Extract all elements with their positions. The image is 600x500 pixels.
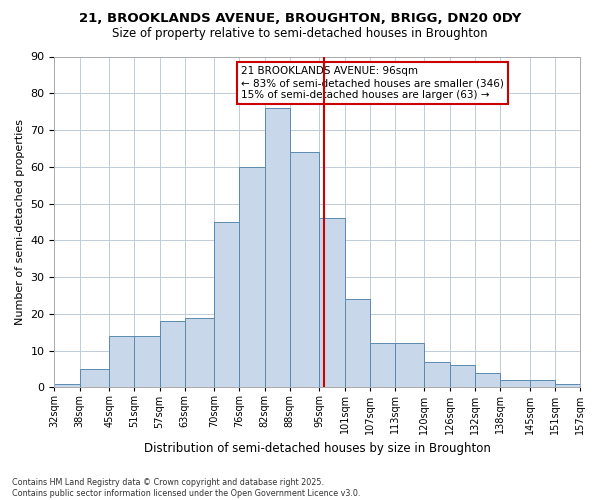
- Bar: [424, 362, 449, 388]
- Bar: [214, 222, 239, 388]
- Text: Size of property relative to semi-detached houses in Broughton: Size of property relative to semi-detach…: [112, 28, 488, 40]
- Bar: [239, 167, 265, 388]
- Bar: [185, 318, 214, 388]
- Text: 21, BROOKLANDS AVENUE, BROUGHTON, BRIGG, DN20 0DY: 21, BROOKLANDS AVENUE, BROUGHTON, BRIGG,…: [79, 12, 521, 26]
- Bar: [500, 380, 530, 388]
- Bar: [555, 384, 580, 388]
- Bar: [370, 343, 395, 388]
- Bar: [290, 152, 319, 388]
- Text: Contains HM Land Registry data © Crown copyright and database right 2025.
Contai: Contains HM Land Registry data © Crown c…: [12, 478, 361, 498]
- Bar: [109, 336, 134, 388]
- Bar: [265, 108, 290, 388]
- Bar: [134, 336, 160, 388]
- Bar: [530, 380, 555, 388]
- Bar: [344, 299, 370, 388]
- Bar: [55, 384, 80, 388]
- Bar: [449, 366, 475, 388]
- Bar: [80, 369, 109, 388]
- Bar: [395, 343, 424, 388]
- Text: 21 BROOKLANDS AVENUE: 96sqm
← 83% of semi-detached houses are smaller (346)
15% : 21 BROOKLANDS AVENUE: 96sqm ← 83% of sem…: [241, 66, 504, 100]
- Bar: [475, 372, 500, 388]
- Bar: [319, 218, 344, 388]
- Y-axis label: Number of semi-detached properties: Number of semi-detached properties: [15, 119, 25, 325]
- X-axis label: Distribution of semi-detached houses by size in Broughton: Distribution of semi-detached houses by …: [144, 442, 491, 455]
- Bar: [160, 321, 185, 388]
